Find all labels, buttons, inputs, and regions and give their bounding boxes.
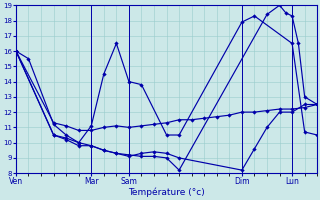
X-axis label: Température (°c): Température (°c) (128, 188, 205, 197)
